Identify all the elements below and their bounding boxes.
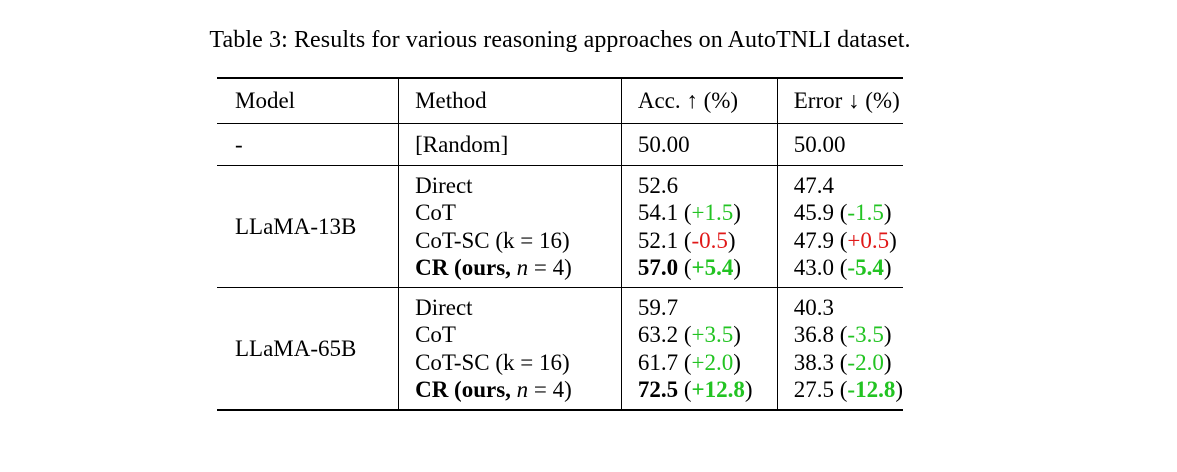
acc-cell-group: 59.7 63.2 (+3.5) 61.7 (+2.0) 72.5 (+12.8…: [620, 287, 778, 411]
acc-value: 52.6: [637, 173, 679, 198]
error-value: 38.3 (-2.0): [793, 349, 892, 375]
acc-value: 63.2 (+3.5): [637, 322, 741, 348]
table-group-llama-65b: LLaMA-65B Direct CoT CoT-SC (k = 16) CR …: [217, 287, 903, 411]
random-acc-cell: 50.00: [620, 123, 778, 166]
acc-value: 52.1 (-0.5): [637, 227, 736, 253]
error-value: 36.8 (-3.5): [793, 322, 892, 348]
table-group-llama-13b: LLaMA-13B Direct CoT CoT-SC (k = 16) CR …: [217, 165, 903, 288]
error-value-best: 43.0 (-5.4): [793, 254, 892, 280]
header-method: Method: [398, 78, 622, 124]
model-name-llama-13b: LLaMA-13B: [235, 213, 357, 239]
method-cr-ours: CR (ours, n = 4): [415, 254, 572, 280]
acc-value: 54.1 (+1.5): [637, 200, 741, 226]
error-value-best: 27.5 (-12.8): [793, 377, 903, 403]
acc-value-best: 57.0 (+5.4): [637, 254, 742, 280]
table-row-random: - [Random] 50.00 50.00: [217, 123, 903, 166]
model-name-llama-65b: LLaMA-65B: [235, 335, 357, 361]
error-value: 47.9 (+0.5): [793, 227, 897, 253]
error-value: 47.4: [793, 173, 834, 198]
header-error: Error ↓ (%): [776, 78, 903, 124]
method-cell-group: Direct CoT CoT-SC (k = 16) CR (ours, n =…: [398, 165, 622, 288]
acc-value: 61.7 (+2.0): [637, 349, 741, 375]
error-cell-group: 47.4 45.9 (-1.5) 47.9 (+0.5) 43.0 (-5.4): [776, 165, 903, 288]
random-method-cell: [Random]: [398, 123, 622, 166]
results-table: Model Method Acc. ↑ (%) Error ↓ (%) - [R…: [217, 77, 903, 411]
acc-value: 59.7: [637, 295, 679, 321]
method-direct: Direct: [415, 173, 473, 198]
table-caption: Table 3: Results for various reasoning a…: [209, 27, 911, 53]
acc-cell-group: 52.6 54.1 (+1.5) 52.1 (-0.5) 57.0 (+5.4): [620, 165, 778, 288]
header-model: Model: [235, 88, 296, 113]
error-value: 45.9 (-1.5): [793, 200, 892, 226]
method-cell-group: Direct CoT CoT-SC (k = 16) CR (ours, n =…: [398, 287, 622, 411]
method-cot: CoT: [415, 322, 456, 348]
error-cell-group: 40.3 36.8 (-3.5) 38.3 (-2.0) 27.5 (-12.8…: [776, 287, 903, 411]
random-model-cell: -: [235, 131, 243, 157]
acc-value-best: 72.5 (+12.8): [637, 377, 753, 403]
random-error-cell: 50.00: [776, 123, 903, 166]
method-direct: Direct: [415, 295, 473, 321]
method-cot: CoT: [415, 200, 456, 226]
method-cr-ours: CR (ours, n = 4): [415, 377, 572, 403]
header-accuracy: Acc. ↑ (%): [620, 78, 778, 124]
table-header-row: Model Method Acc. ↑ (%) Error ↓ (%): [217, 78, 903, 124]
method-cot-sc: CoT-SC (k = 16): [415, 227, 570, 253]
method-cot-sc: CoT-SC (k = 16): [415, 349, 570, 375]
error-value: 40.3: [793, 295, 834, 321]
